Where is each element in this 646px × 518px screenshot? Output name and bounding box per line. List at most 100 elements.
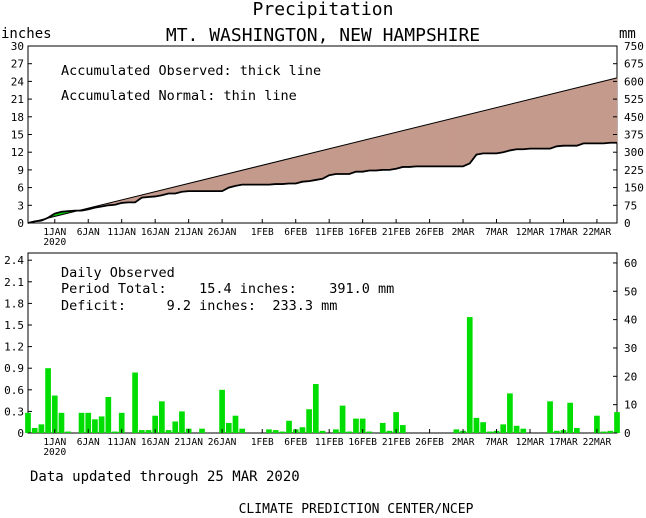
daily-precip-bar — [393, 412, 399, 433]
difference-fill-segment — [422, 123, 430, 167]
bottom-x-tick-label: 26FEB — [415, 437, 444, 448]
daily-precip-bar — [225, 422, 232, 433]
daily-precip-bar — [500, 424, 507, 433]
difference-fill-segment — [389, 131, 397, 171]
bottom-x-tick-label: 11JAN — [107, 437, 136, 448]
difference-fill-segment — [489, 107, 497, 154]
bottom-x-tick-label: 6FEB — [284, 437, 307, 448]
deficit-summary: Deficit: 9.2 inches: 233.3 mm — [61, 298, 337, 314]
bottom-right-tick-label: 40 — [624, 314, 637, 327]
period-total: Period Total: 15.4 inches: 391.0 mm — [61, 281, 394, 297]
top-left-tick-label: 30 — [11, 40, 24, 53]
data-updated-note: Data updated through 25 MAR 2020 — [30, 469, 300, 485]
daily-series-label: Daily Observed — [61, 265, 175, 281]
credit-line: CLIMATE PREDICTION CENTER/NCEP — [239, 502, 474, 517]
top-right-tick-label: 150 — [624, 182, 644, 195]
bottom-x-tick-label: 12MAR — [516, 437, 545, 448]
bottom-right-tick-label: 30 — [624, 342, 637, 355]
difference-fill-segment — [516, 100, 524, 150]
daily-precip-bar — [152, 415, 159, 433]
difference-fill-segment — [603, 79, 611, 144]
daily-precip-bar — [105, 397, 112, 433]
bottom-right-tick-label: 60 — [624, 257, 637, 270]
bottom-x-tick-label: 11FEB — [315, 437, 344, 448]
bottom-right-tick-label: 0 — [624, 427, 631, 440]
daily-precip-bar — [65, 431, 72, 433]
top-left-tick-label: 0 — [17, 217, 24, 230]
daily-precip-bar — [58, 412, 65, 433]
difference-fill-segment — [415, 125, 424, 167]
daily-precip-bar — [172, 421, 179, 433]
daily-precip-bar — [600, 431, 607, 433]
bottom-left-tick-label: 1.2 — [4, 341, 24, 354]
daily-precip-bar — [614, 412, 620, 433]
daily-precip-bar — [353, 418, 359, 433]
top-left-tick-label: 18 — [11, 111, 24, 124]
daily-precip-bar — [279, 431, 286, 433]
daily-precip-bar — [199, 428, 205, 433]
daily-precip-bar — [45, 368, 51, 433]
difference-fill-segment — [610, 77, 618, 144]
daily-precip-bar — [306, 409, 312, 433]
difference-fill-segment — [496, 105, 504, 154]
daily-panel: 0 0.3 0.6 0.9 1.2 1.5 1.8 2.1 2.4 0 10 20 30 40 50 60 1J… — [4, 252, 637, 458]
legend-observed: Accumulated Observed: thick line — [61, 63, 321, 79]
daily-precip-bar — [453, 429, 460, 433]
difference-fill-segment — [536, 95, 544, 149]
difference-fill-segment — [549, 92, 558, 150]
daily-precip-bar — [25, 412, 31, 433]
daily-precip-bar — [112, 431, 118, 433]
top-x-tick-label: 16FEB — [348, 227, 377, 238]
normal-accumulation-line — [27, 77, 618, 224]
top-left-tick-label: 12 — [11, 146, 24, 159]
top-left-tick-label: 6 — [17, 182, 24, 195]
daily-precip-bar — [346, 431, 353, 433]
difference-fill-segment — [235, 169, 243, 187]
top-left-tick-label: 3 — [17, 199, 24, 212]
top-year-label: 2020 — [43, 237, 66, 248]
top-x-tick-label: 2MAR — [452, 227, 475, 238]
daily-precip-bar — [78, 412, 85, 433]
top-x-tick-label: 17MAR — [549, 227, 578, 238]
top-x-tick-label: 6FEB — [284, 227, 307, 238]
difference-fill-segment — [476, 110, 484, 155]
daily-precip-bar — [379, 422, 386, 433]
difference-fill-segment — [502, 103, 511, 153]
difference-fill-segment — [369, 136, 377, 171]
difference-fill-segment — [315, 150, 323, 181]
bottom-left-tick-label: 0 — [17, 427, 24, 440]
bottom-x-tick-label: 17MAR — [549, 437, 578, 448]
top-right-tick-label: 525 — [624, 93, 644, 106]
bottom-right-tick-label: 10 — [624, 399, 637, 412]
difference-fill-segment — [362, 138, 370, 173]
difference-fill-segment — [576, 85, 584, 147]
difference-fill-segment — [308, 151, 317, 182]
daily-precip-bar — [513, 425, 520, 433]
difference-fill-segment — [248, 166, 256, 185]
difference-fill-segment — [335, 145, 343, 175]
bottom-year-label: 2020 — [43, 447, 66, 458]
bottom-x-tick-label: 1FEB — [251, 437, 274, 448]
daily-precip-bar — [466, 317, 473, 433]
top-x-tick-label: 21FEB — [382, 227, 411, 238]
daily-precip-bar — [219, 389, 225, 433]
difference-fill-segment — [275, 159, 283, 185]
bottom-right-tick-label: 50 — [624, 285, 637, 298]
top-right-tick-label: 375 — [624, 129, 644, 142]
difference-fill-segment — [261, 163, 270, 185]
daily-precip-bar — [272, 430, 279, 433]
bottom-x-tick-label: 16FEB — [348, 437, 377, 448]
legend-normal: Accumulated Normal: thin line — [61, 88, 297, 104]
daily-precip-bar — [145, 430, 152, 433]
bottom-left-tick-label: 1.5 — [4, 319, 24, 332]
bottom-left-tick-label: 2.1 — [4, 276, 24, 289]
bottom-x-tick-label: 1JAN — [43, 437, 66, 448]
bottom-left-tick-label: 0.6 — [4, 384, 24, 397]
daily-precip-bar — [165, 430, 172, 433]
difference-fill-segment — [208, 176, 216, 192]
difference-fill-segment — [529, 97, 537, 149]
difference-fill-segment — [268, 161, 276, 185]
top-x-tick-label: 12MAR — [516, 227, 545, 238]
